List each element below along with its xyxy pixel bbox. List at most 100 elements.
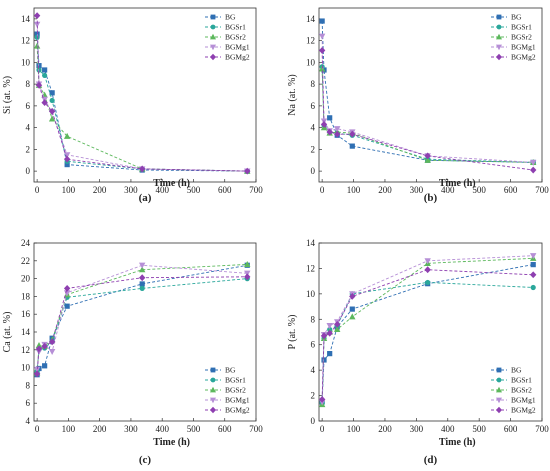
x-tick-label: 0	[35, 185, 40, 195]
y-tick-label: 2	[26, 144, 31, 154]
y-tick-label: 0	[26, 166, 31, 176]
legend-label: BGSr1	[225, 23, 246, 32]
x-axis-label: Time (h)	[153, 437, 190, 448]
data-point	[35, 81, 43, 89]
x-tick-label: 0	[320, 185, 325, 195]
data-point	[138, 165, 146, 173]
legend-label: BGSr1	[225, 376, 246, 385]
data-point	[34, 31, 40, 37]
panel-caption: (c)	[139, 454, 152, 466]
y-tick-label: 0	[311, 416, 316, 426]
data-point	[42, 67, 48, 73]
panel-caption: (b)	[424, 192, 438, 204]
y-tick-label: 4	[26, 416, 31, 426]
y-tick-label: 10	[21, 363, 31, 373]
data-point	[138, 262, 146, 269]
data-point	[349, 293, 356, 300]
x-tick-label: 700	[249, 424, 263, 434]
chart-panel-d: 0 100 200 300 400 500 600 700 0 2 4 6 8 10 12 14 Time (h…	[287, 238, 549, 466]
legend-marker	[496, 406, 502, 414]
chart-panel-a: 0 100 200 300 400 500 600 700 0 2 4 6 8 10 12 14 Time (h…	[2, 7, 263, 204]
data-point	[334, 320, 341, 328]
legend-label: BGSr1	[511, 23, 532, 32]
data-point	[63, 155, 71, 163]
x-tick-label: 700	[535, 185, 549, 195]
y-tick-label: 10	[306, 289, 316, 299]
data-point	[42, 72, 48, 79]
data-point	[326, 329, 333, 337]
data-point	[326, 323, 333, 330]
series-bgmg2	[318, 47, 537, 174]
y-tick-label: 12	[21, 345, 30, 355]
data-point	[48, 115, 56, 122]
legend-marker	[210, 53, 216, 61]
series-line	[36, 24, 248, 172]
x-tick-label: 100	[62, 185, 76, 195]
panel-caption: (d)	[424, 454, 438, 466]
data-point	[349, 130, 356, 138]
data-point	[318, 47, 326, 54]
y-tick-label: 18	[21, 291, 31, 301]
series-bgmg2	[318, 266, 537, 403]
data-point	[530, 166, 537, 174]
x-tick-label: 700	[535, 424, 549, 434]
legend-marker	[210, 397, 216, 404]
y-tick-label: 4	[311, 365, 316, 375]
data-point	[63, 290, 71, 297]
data-point	[139, 281, 145, 287]
data-point	[36, 63, 42, 69]
x-tick-label: 0	[35, 424, 40, 434]
data-point	[334, 326, 341, 333]
x-tick-label: 400	[155, 185, 169, 195]
data-point	[424, 156, 431, 163]
series-bgmg2	[33, 273, 251, 378]
data-point	[244, 167, 251, 175]
y-tick-label: 16	[21, 309, 31, 319]
data-point	[320, 332, 328, 340]
data-point	[138, 274, 146, 282]
legend-label: BGMg1	[225, 396, 250, 405]
x-axis-label: Time (h)	[439, 437, 476, 448]
data-point	[64, 162, 70, 168]
data-point	[35, 341, 43, 348]
series-bgmg2	[33, 12, 251, 175]
x-tick-label: 400	[155, 424, 169, 434]
y-tick-label: 4	[26, 123, 31, 133]
x-tick-label: 200	[378, 185, 392, 195]
chart-panel-b: 0 100 200 300 400 500 600 700 0 2 4 6 8 10 12 14 Time (h…	[287, 7, 549, 204]
data-point	[33, 370, 41, 378]
data-point	[63, 132, 71, 139]
x-tick-label: 100	[62, 424, 76, 434]
data-point	[318, 65, 326, 72]
data-point	[320, 120, 328, 128]
y-tick-label: 2	[311, 391, 316, 401]
legend-marker	[496, 386, 502, 393]
legend-marker	[210, 377, 216, 383]
legend-marker	[210, 14, 216, 20]
data-point	[424, 266, 431, 274]
y-tick-label: 6	[311, 101, 316, 111]
x-tick-label: 0	[320, 424, 325, 434]
data-point	[530, 253, 537, 260]
data-point	[530, 284, 536, 291]
legend-marker	[210, 44, 216, 51]
series-bg	[319, 18, 536, 166]
y-axis-label: Ca (at. %)	[2, 312, 13, 353]
y-tick-label: 22	[21, 256, 30, 266]
y-tick-label: 0	[311, 166, 316, 176]
data-point	[139, 285, 145, 291]
data-point	[318, 33, 326, 40]
y-tick-label: 8	[311, 79, 316, 89]
legend-marker	[210, 406, 216, 414]
legend-marker	[210, 33, 216, 40]
data-point	[424, 152, 431, 160]
data-point	[425, 279, 431, 286]
y-tick-label: 14	[21, 14, 31, 24]
data-point	[334, 130, 341, 138]
legend-label: BGSr1	[511, 376, 532, 385]
x-tick-label: 100	[347, 185, 361, 195]
data-point	[319, 18, 325, 24]
series-bgmg1	[33, 21, 251, 175]
